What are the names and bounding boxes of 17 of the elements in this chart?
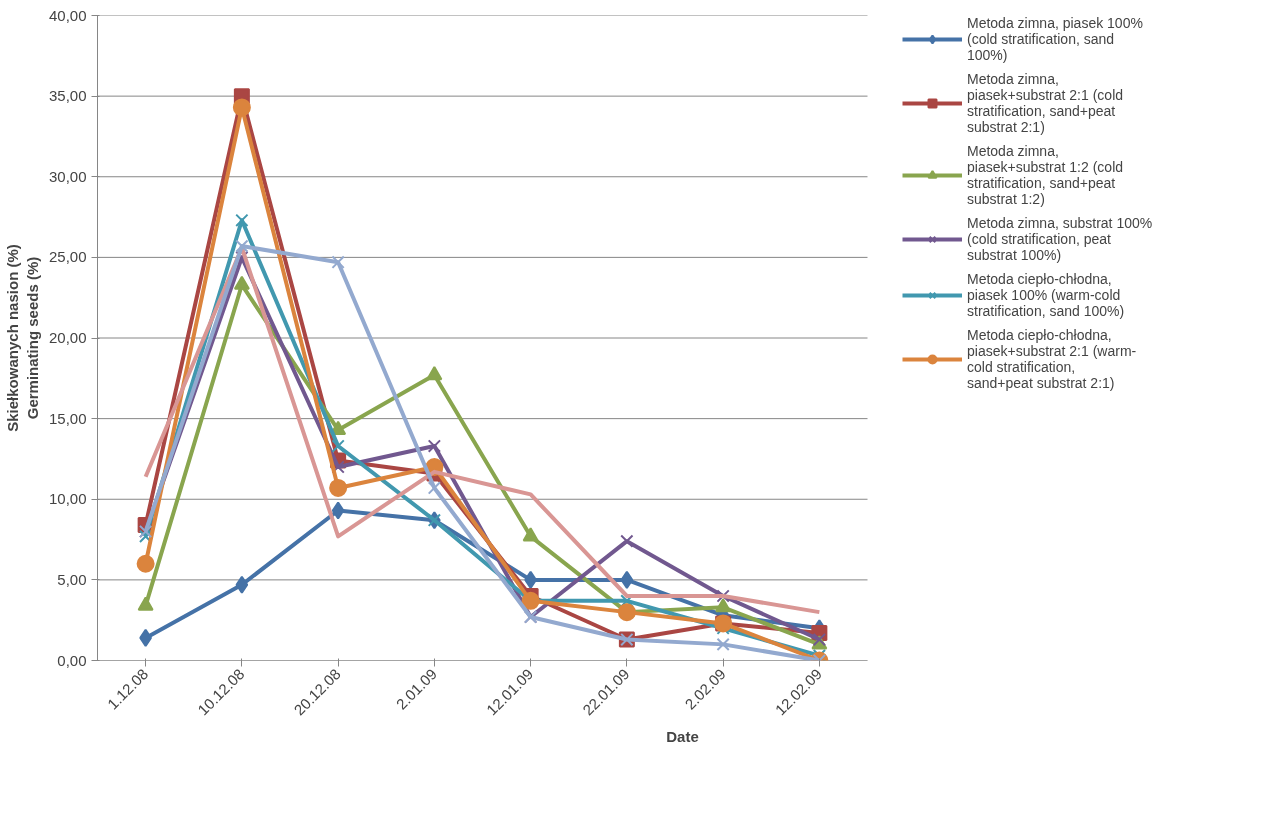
legend-label: Metoda ciepło-chłodna, piasek 100% (warm-cold stratification, sand 100%) [967, 271, 1126, 319]
y-tick-label: 40,00 [48, 6, 87, 24]
y-tick-label: 30,00 [48, 167, 87, 185]
legend-label: Metoda zimna, piasek+substrat 1:2 (cold stratification, sand+peat substrat 1:2) [967, 143, 1125, 207]
y-tick-label: 10,00 [48, 490, 87, 508]
y-tick-label: 15,00 [48, 409, 87, 427]
legend-label: Metoda zimna, piasek+substrat 2:1 (cold stratification, sand+peat substrat 2:1) [967, 71, 1125, 135]
y-tick-label: 25,00 [48, 248, 87, 266]
legend-label: Metoda zimna, substrat 100% (cold stratification, peat substrat 100%) [967, 215, 1154, 263]
y-tick-label: 35,00 [48, 87, 87, 105]
y-axis-title: Skiełkowanych nasion (%) Germinating seeds (%) [3, 244, 41, 432]
legend-label: Metoda ciepło-chłodna, piasek+substrat 2:1 (warm-cold stratification, sand+peat substrat 2:1) [967, 327, 1138, 391]
x-axis-title: Date [666, 727, 699, 745]
y-tick-label: 0,00 [57, 651, 87, 669]
y-tick-label: 20,00 [48, 329, 87, 346]
y-tick-label: 5,00 [57, 570, 87, 588]
legend-label: Metoda zimna, piasek 100% (cold stratification, sand 100%) [967, 15, 1144, 63]
